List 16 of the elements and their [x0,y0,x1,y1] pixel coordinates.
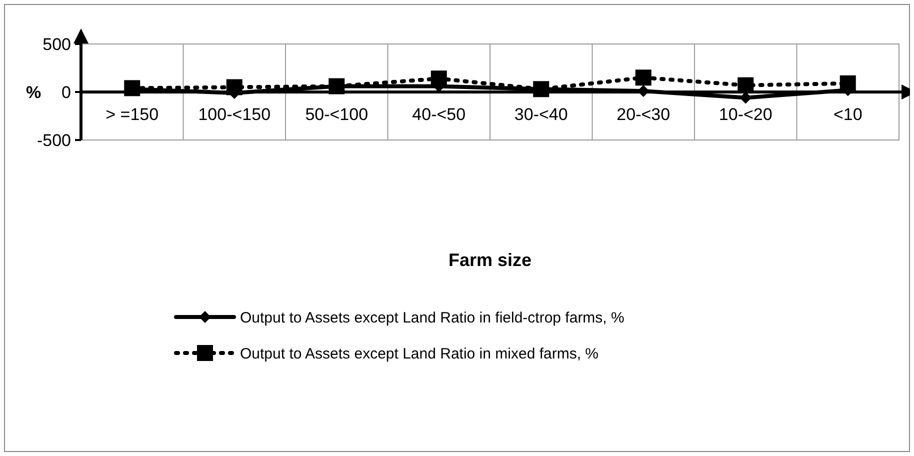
x-tick-label: <10 [833,105,862,124]
x-tick-label: 10-<20 [718,105,772,124]
text: Farm size [448,250,532,270]
x-tick-label: 20-<30 [616,105,670,124]
y-tick-label: 0 [62,82,71,102]
x-tick-label: 100-<150 [198,105,271,124]
point [635,70,652,86]
x-tick-label: 30-<40 [514,105,568,124]
y-tick-label: 500 [42,34,71,54]
x-tick-label: 50-<100 [305,105,368,124]
legend-label: Output to Assets except Land Ratio in mixed farms, % [240,345,599,362]
x-tick-label: 40-<50 [412,105,466,124]
legend-label: Output to Assets except Land Ratio in field-ctrop farms, % [240,309,624,326]
y-tick-label: -500 [36,130,71,150]
y-axis-title: % [26,82,42,102]
x-tick-label: > =150 [106,105,159,124]
